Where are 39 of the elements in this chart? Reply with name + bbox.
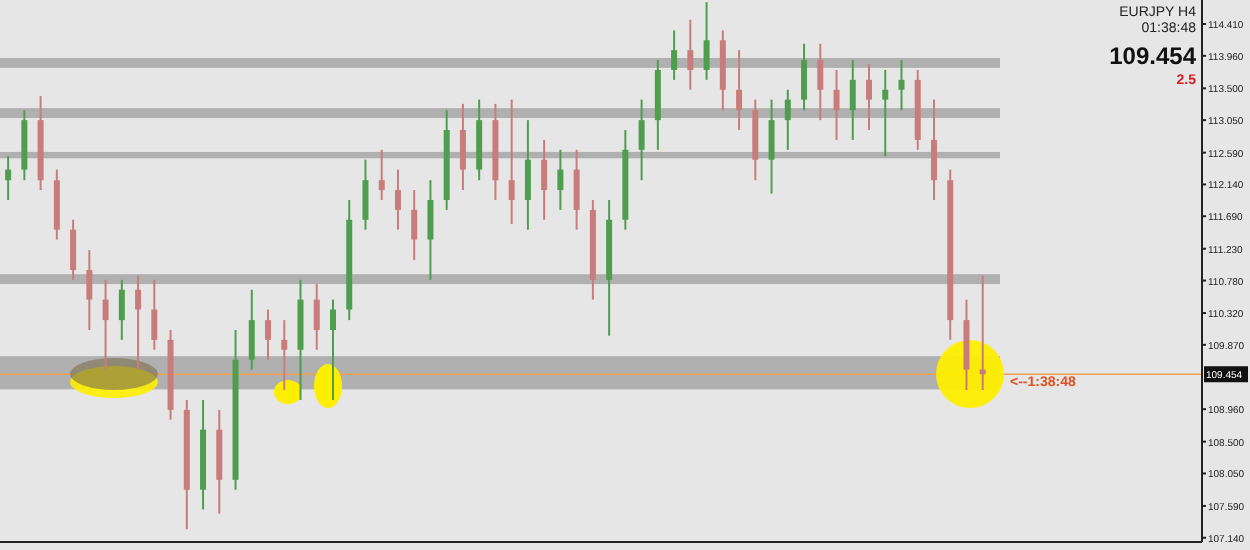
candlestick <box>362 158 369 231</box>
candlestick <box>411 189 418 262</box>
candlestick <box>736 49 743 132</box>
candlestick <box>378 148 385 201</box>
candlestick <box>329 298 336 401</box>
candlestick <box>427 179 434 281</box>
candlestick <box>898 59 905 112</box>
candlestick <box>281 319 288 392</box>
candlestick <box>687 18 694 91</box>
candlestick <box>248 288 255 371</box>
candlestick <box>768 98 775 195</box>
candlestick <box>508 98 515 226</box>
candlestick <box>459 102 466 192</box>
candlestick <box>394 168 401 231</box>
candlestick <box>817 42 824 122</box>
candlestick <box>118 278 125 341</box>
candlestick <box>524 119 531 231</box>
candlestick <box>70 218 77 281</box>
candlestick <box>313 283 320 351</box>
candlestick <box>151 278 158 351</box>
candlestick <box>833 68 840 141</box>
candlestick <box>102 278 109 371</box>
annotation: 109.454 <box>1109 42 1197 70</box>
candlestick <box>671 29 678 81</box>
candlestick <box>801 42 808 112</box>
candlestick <box>135 274 142 371</box>
candlestick <box>882 68 889 158</box>
candlestick <box>866 63 873 132</box>
candlestick <box>849 59 856 141</box>
candlestick <box>703 1 710 81</box>
candlestick <box>638 98 645 182</box>
candlestick <box>265 308 272 361</box>
candlestick <box>573 148 580 231</box>
candlestick <box>784 88 791 151</box>
candlestick <box>557 148 564 211</box>
candlestick <box>930 98 937 201</box>
candlestick <box>5 155 12 201</box>
candlestick <box>86 249 93 332</box>
candlestick <box>541 138 548 221</box>
